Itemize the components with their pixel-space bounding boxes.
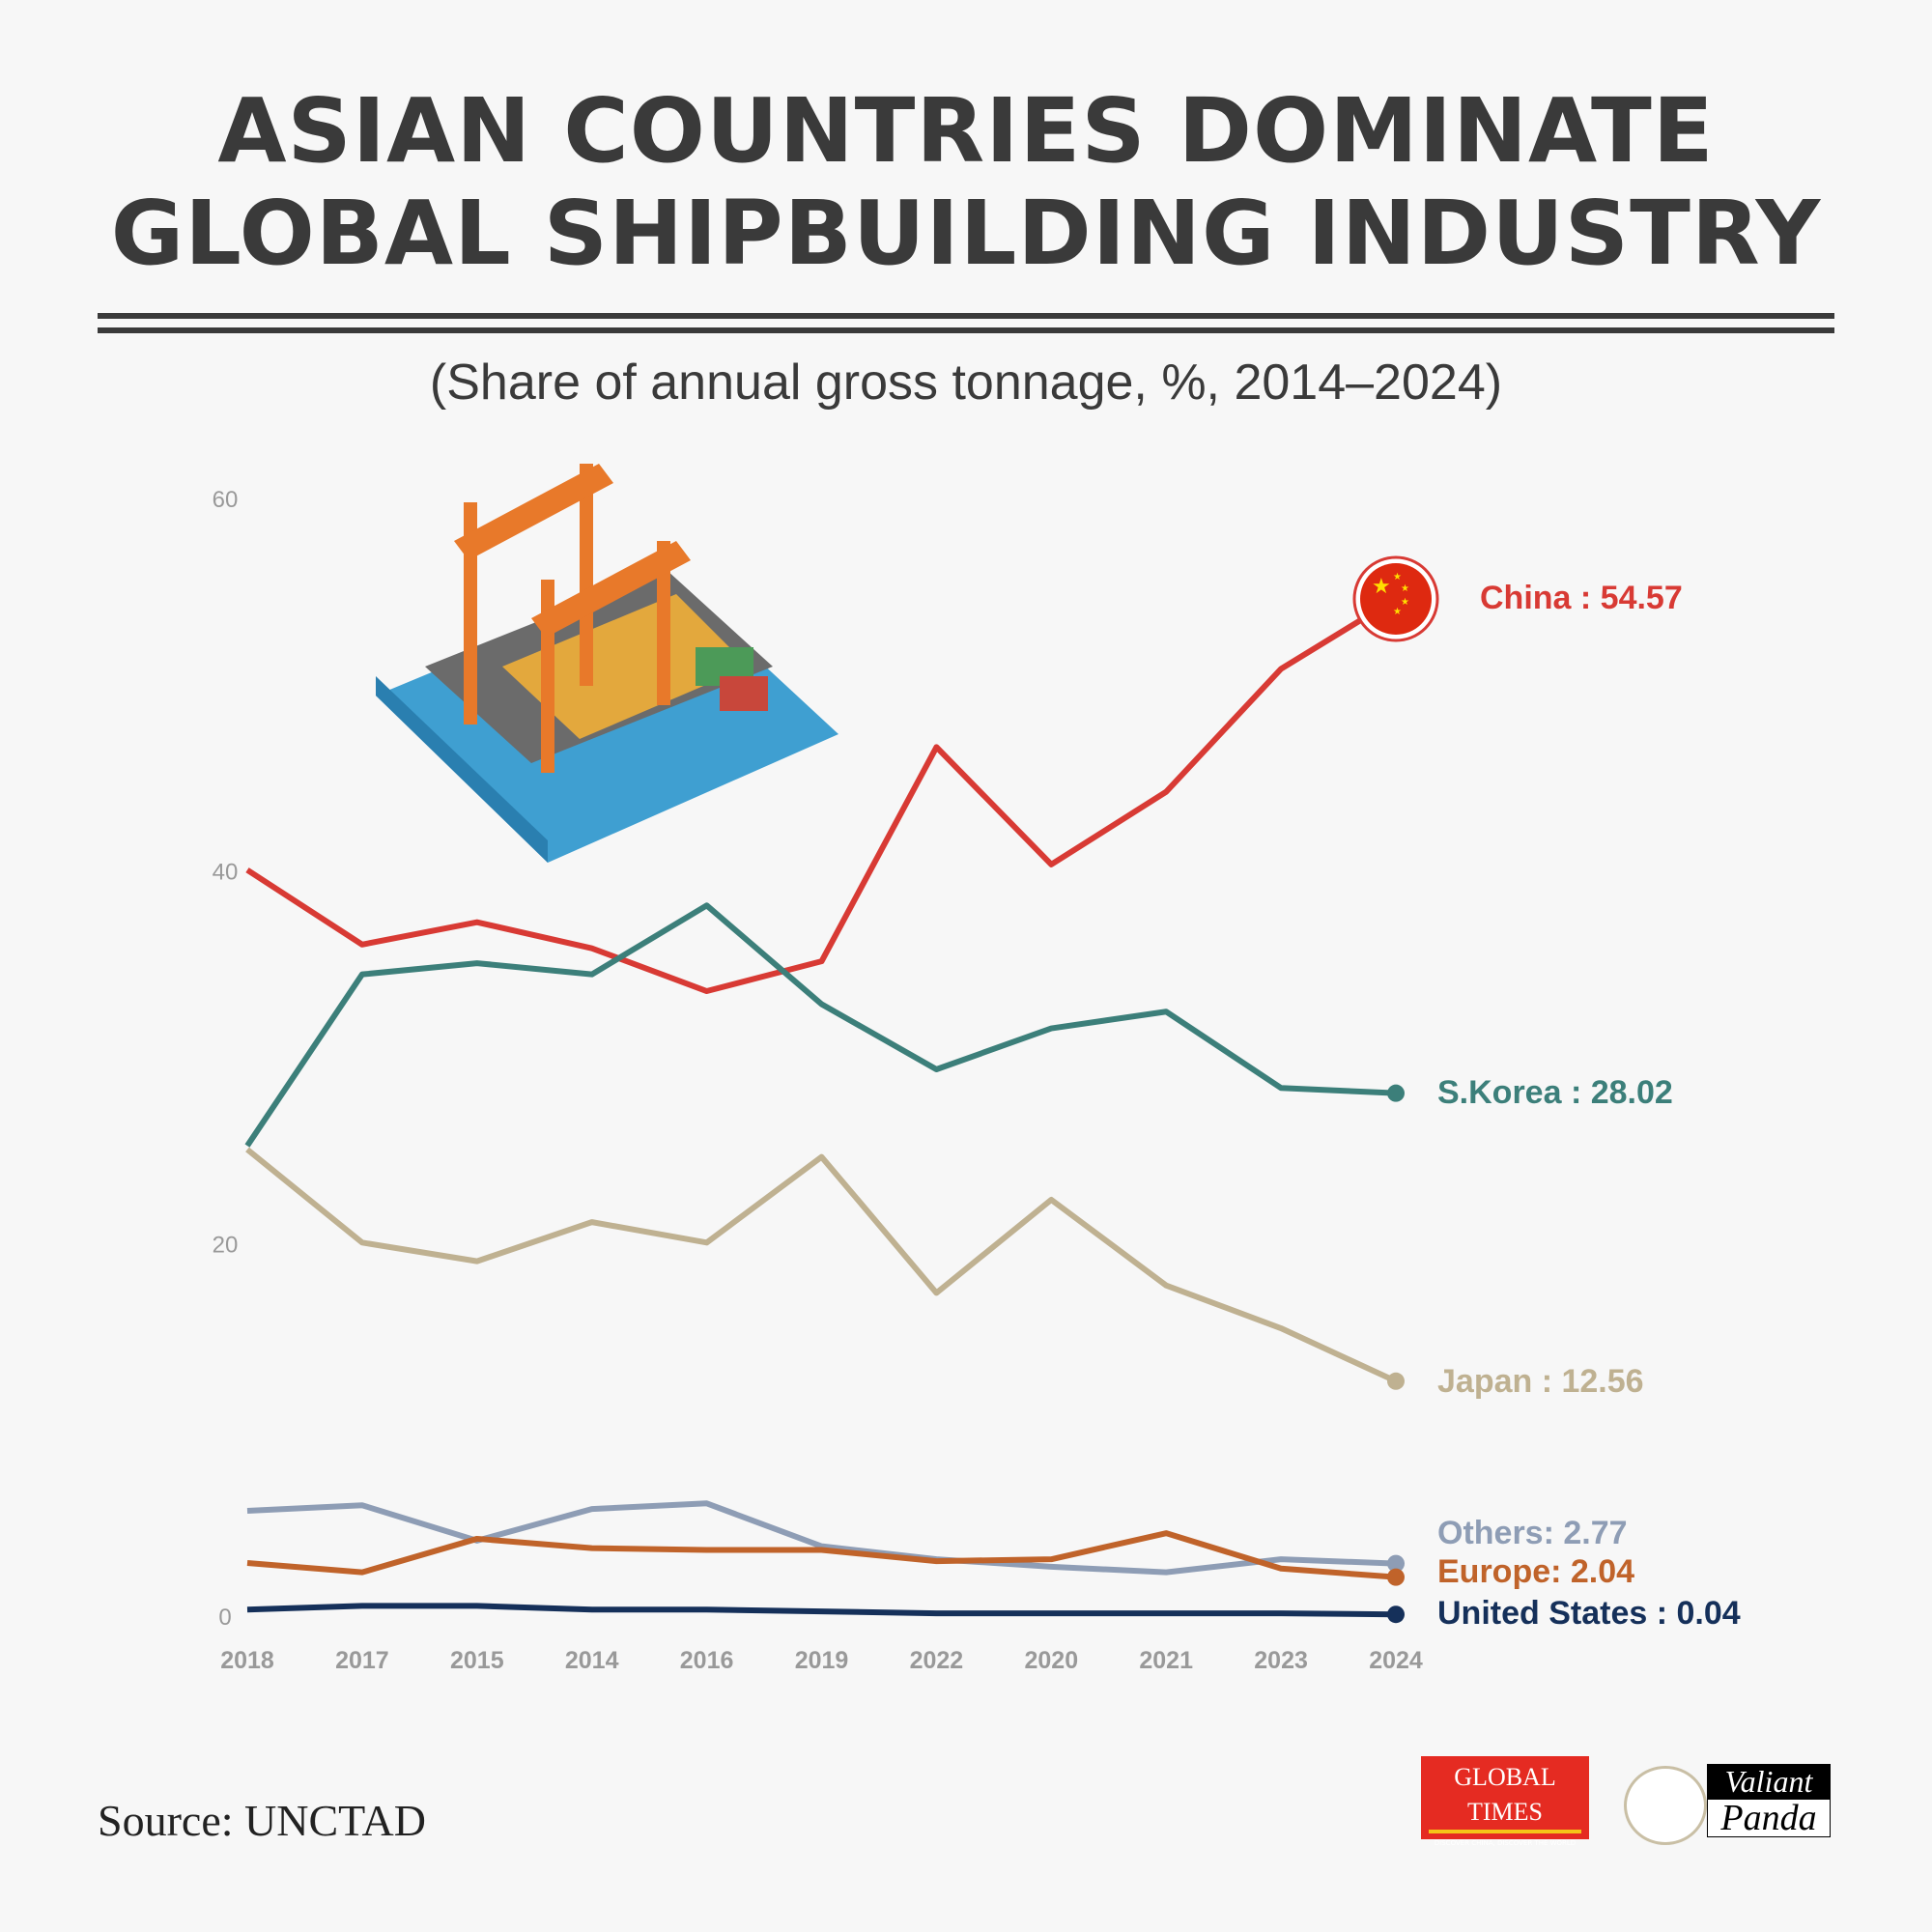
end-point-europe (1387, 1568, 1405, 1586)
panda-icon (1624, 1766, 1707, 1845)
series-label-china: China : 54.57 (1480, 580, 1683, 616)
end-point-others (1387, 1554, 1405, 1573)
x-tick-label: 2020 (1024, 1647, 1078, 1674)
series-line-europe (246, 1530, 1397, 1580)
x-tick-label: 2014 (565, 1647, 619, 1674)
series-label-europe: Europe: 2.04 (1437, 1553, 1634, 1590)
x-tick-label: 2021 (1139, 1647, 1193, 1674)
series-label-s-korea: S.Korea : 28.02 (1437, 1074, 1673, 1111)
end-point-united-states (1387, 1605, 1405, 1624)
x-tick-label: 2015 (450, 1647, 504, 1674)
logo-valiant: Valiant (1707, 1764, 1831, 1799)
series-line-others (246, 1500, 1397, 1576)
source-note: Source: UNCTAD (98, 1796, 426, 1845)
global-times-logo: GLOBAL TIMES DISCOVER CHINA, DISCOVER TH… (1421, 1756, 1589, 1847)
title-divider-top (98, 313, 1834, 319)
svg-text:★: ★ (1393, 572, 1402, 582)
x-tick-label: 2019 (795, 1647, 849, 1674)
end-point-japan (1387, 1372, 1405, 1390)
series-line-united-states (246, 1603, 1397, 1618)
series-line-japan (245, 1147, 1398, 1384)
china-flag-marker: ★ ★ ★ ★ ★ (1352, 555, 1439, 642)
shipyard-illustration (376, 464, 838, 863)
svg-text:★: ★ (1372, 575, 1391, 599)
series-label-japan: Japan : 12.56 (1437, 1363, 1644, 1400)
y-tick-label: 20 (213, 1232, 239, 1258)
valiant-panda-logo: Valiant Panda (1624, 1760, 1834, 1845)
subtitle: (Share of annual gross tonnage, %, 2014–… (429, 355, 1503, 411)
logo-tagline: DISCOVER CHINA, DISCOVER THE WORLD (1434, 1839, 1577, 1847)
x-tick-label: 2023 (1254, 1647, 1308, 1674)
y-tick-label: 60 (213, 487, 239, 513)
title-line-2: GLOBAL SHIPBUILDING INDUSTRY (110, 182, 1822, 285)
x-tick-label: 2018 (220, 1647, 274, 1674)
title-line-1: ASIAN COUNTRIES DOMINATE (217, 79, 1715, 183)
series-line-s-korea (244, 902, 1397, 1148)
x-tick-label: 2024 (1369, 1647, 1423, 1674)
x-tick-label: 2022 (910, 1647, 964, 1674)
series-line-china (245, 596, 1398, 995)
series-label-others: Others: 2.77 (1437, 1515, 1628, 1551)
series-label-united-states: United States : 0.04 (1437, 1595, 1741, 1632)
y-tick-label: 0 (218, 1605, 231, 1631)
logo-bar (1429, 1830, 1581, 1833)
svg-text:★: ★ (1401, 583, 1409, 594)
x-tick-label: 2017 (335, 1647, 389, 1674)
end-point-s-korea (1387, 1084, 1405, 1102)
title-divider-bottom (98, 327, 1834, 333)
x-tick-label: 2016 (680, 1647, 734, 1674)
svg-text:★: ★ (1401, 597, 1409, 608)
y-tick-label: 40 (213, 860, 239, 886)
logo-text: GLOBAL TIMES (1454, 1763, 1556, 1826)
svg-text:★: ★ (1393, 607, 1402, 617)
logo-panda: Panda (1707, 1799, 1831, 1837)
